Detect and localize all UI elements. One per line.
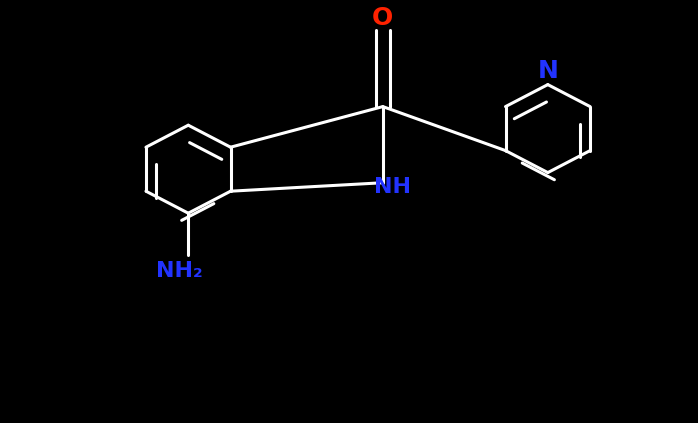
Text: N: N — [537, 59, 558, 83]
Text: NH: NH — [375, 177, 412, 197]
Text: NH₂: NH₂ — [156, 261, 203, 281]
Text: O: O — [372, 6, 394, 30]
